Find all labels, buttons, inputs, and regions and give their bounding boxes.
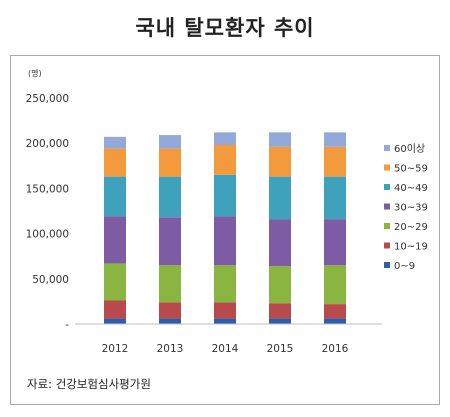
legend-swatch [384, 184, 390, 190]
y-axis: - 50,000 100,000 150,000 200,000 250,000 [26, 93, 70, 331]
legend: 60이상 50~59 40~49 30~39 20~29 10~19 0~9 [384, 143, 428, 272]
bar-segment [104, 318, 126, 324]
bar-segment [159, 135, 181, 149]
x-axis: 2012 2013 2014 2015 2016 [75, 323, 382, 355]
legend-swatch [384, 203, 390, 210]
x-tick-label: 2014 [212, 343, 239, 355]
x-tick-label: 2015 [267, 343, 294, 355]
bar-segment [104, 216, 126, 264]
bar-segment [214, 265, 236, 303]
bar-segment [214, 318, 236, 324]
legend-label: 10~19 [394, 242, 428, 253]
bar-segment [324, 304, 346, 319]
legend-label: 40~49 [394, 183, 428, 194]
bars [104, 132, 346, 324]
bar-segment [159, 302, 181, 319]
legend-swatch [384, 223, 390, 229]
bar-segment [324, 265, 346, 305]
bar-segment [104, 136, 126, 149]
y-axis-unit: (명) [28, 69, 42, 78]
bar-segment [324, 318, 346, 324]
bar-segment [324, 132, 346, 147]
legend-label: 0~9 [394, 261, 415, 272]
bar-segment [269, 266, 291, 304]
legend-label: 50~59 [394, 164, 428, 175]
bar-segment [324, 146, 346, 177]
bar-segment [104, 148, 126, 177]
bar-segment [269, 176, 291, 220]
legend-label: 60이상 [394, 143, 425, 155]
bar-segment [159, 217, 181, 266]
bar-segment [269, 132, 291, 147]
bar-segment [269, 303, 291, 319]
bar-segment [159, 176, 181, 218]
legend-swatch [384, 145, 390, 151]
bar-segment [269, 146, 291, 177]
bar-segment [104, 176, 126, 217]
bar-segment [159, 148, 181, 177]
bar-segment [104, 300, 126, 319]
bar-segment [269, 318, 291, 324]
legend-swatch [384, 262, 390, 268]
legend-swatch [384, 164, 390, 171]
y-tick-label: 200,000 [26, 138, 69, 150]
x-tick-label: 2013 [157, 343, 184, 355]
legend-label: 30~39 [394, 203, 428, 214]
bar-segment [159, 318, 181, 324]
x-tick-label: 2012 [102, 343, 129, 355]
bar-segment [214, 145, 236, 175]
source-note: 자료: 건강보험심사평가원 [27, 377, 151, 391]
bar-segment [324, 176, 346, 220]
legend-label: 20~29 [394, 222, 428, 233]
legend-swatch [384, 242, 390, 249]
bar-segment [159, 265, 181, 303]
x-tick-label: 2016 [322, 343, 349, 355]
y-tick-label: - [65, 319, 69, 331]
y-tick-label: 50,000 [32, 274, 69, 286]
chart-frame [10, 55, 440, 405]
y-tick-label: 250,000 [26, 93, 69, 105]
y-tick-label: 150,000 [26, 183, 69, 195]
bar-segment [214, 132, 236, 146]
bar-segment [214, 302, 236, 319]
y-tick-label: 100,000 [26, 229, 69, 241]
bar-segment [269, 219, 291, 267]
chart-title: 국내 탈모환자 추이 [135, 16, 315, 40]
bar-segment [214, 174, 236, 217]
bar-segment [324, 219, 346, 266]
bar-segment [214, 216, 236, 266]
bar-segment [104, 263, 126, 301]
